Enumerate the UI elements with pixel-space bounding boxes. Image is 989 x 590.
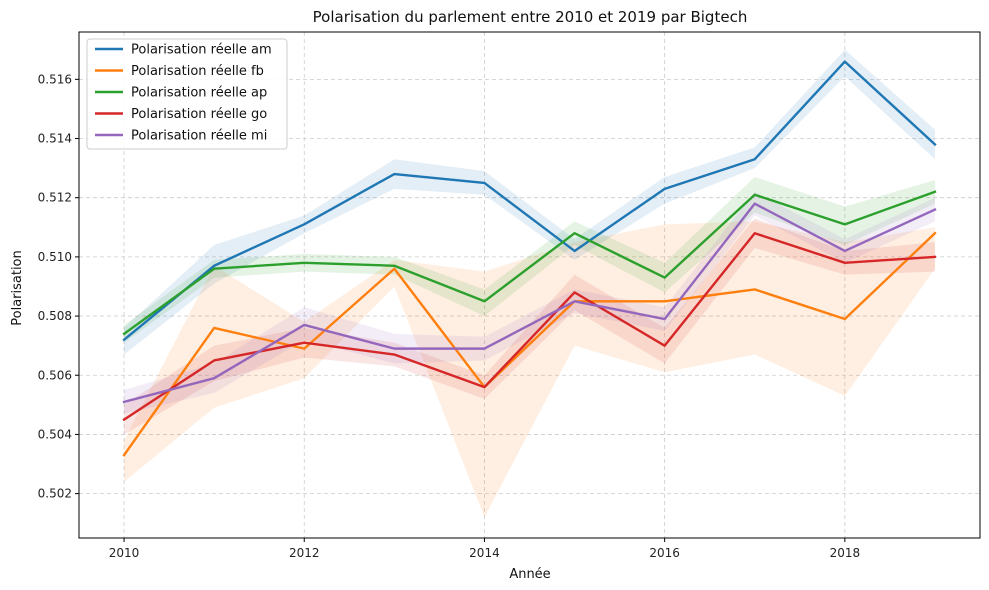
legend-label-ap: Polarisation réelle ap xyxy=(131,86,267,101)
confidence-band-mi xyxy=(124,191,935,414)
y-tick-label: 0.512 xyxy=(38,191,72,205)
legend-label-fb: Polarisation réelle fb xyxy=(131,64,264,79)
confidence-bands xyxy=(124,49,935,518)
legend-label-go: Polarisation réelle go xyxy=(131,107,267,122)
series-line-mi xyxy=(122,202,937,404)
confidence-band-go xyxy=(124,218,935,435)
x-tick-label: 2018 xyxy=(830,546,861,560)
y-tick-label: 0.506 xyxy=(38,368,72,382)
series-lines xyxy=(122,60,937,457)
confidence-band-am xyxy=(124,49,935,355)
confidence-band-fb xyxy=(124,221,935,518)
y-tick-label: 0.516 xyxy=(38,72,72,86)
legend-label-mi: Polarisation réelle mi xyxy=(131,129,267,144)
x-tick-label: 2010 xyxy=(109,546,140,560)
legend-label-am: Polarisation réelle am xyxy=(131,43,272,58)
series-line-am xyxy=(122,60,937,342)
chart-title: Polarisation du parlement entre 2010 et … xyxy=(313,8,748,26)
series-line-ap xyxy=(122,190,937,336)
plot-frame xyxy=(78,31,981,539)
legend: Polarisation réelle am Polarisation réell… xyxy=(86,38,288,150)
y-tick-label: 0.502 xyxy=(38,487,72,501)
legend-box xyxy=(86,38,288,150)
x-tick-label: 2014 xyxy=(469,546,500,560)
x-tick-label: 2016 xyxy=(649,546,680,560)
confidence-band-ap xyxy=(124,176,935,343)
y-tick-label: 0.510 xyxy=(38,250,72,264)
y-axis-title: Polarisation xyxy=(10,250,25,326)
y-tick-label: 0.504 xyxy=(38,427,72,441)
x-tick-label: 2012 xyxy=(289,546,320,560)
series-line-fb xyxy=(122,231,937,457)
y-tick-label: 0.508 xyxy=(38,309,72,323)
axis-ticks: 2010 2012 2014 2016 2018 0.502 0.504 0.506 0.508… xyxy=(38,72,860,560)
y-tick-label: 0.514 xyxy=(38,132,72,146)
x-axis-title: Année xyxy=(509,567,550,582)
